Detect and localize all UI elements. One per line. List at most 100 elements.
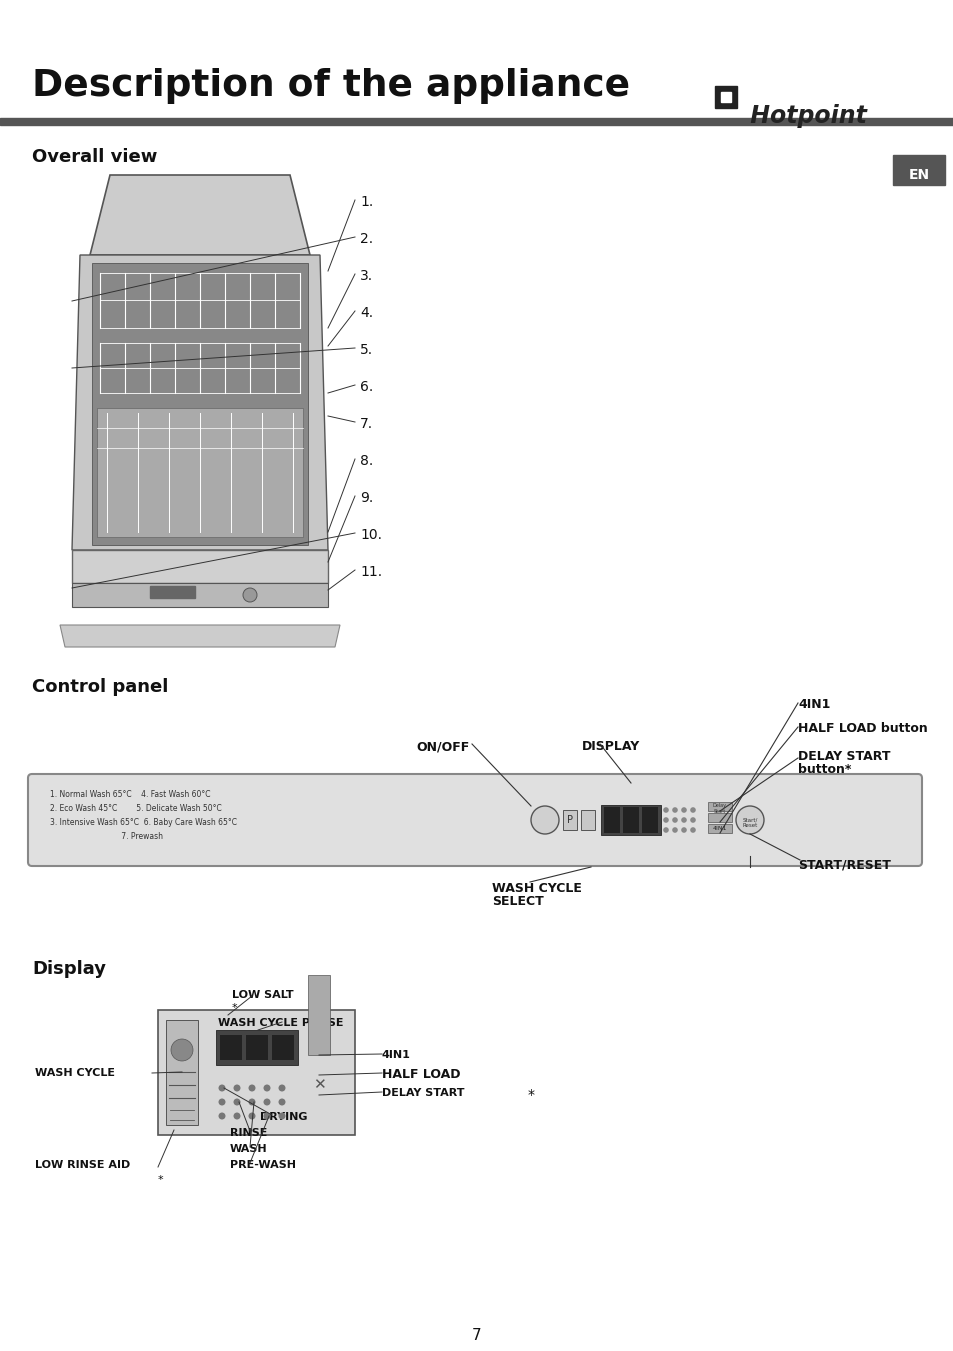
Text: DELAY START: DELAY START: [797, 750, 889, 763]
Polygon shape: [71, 255, 328, 550]
Bar: [714, 86, 737, 108]
Polygon shape: [91, 263, 308, 544]
Text: 3.: 3.: [359, 269, 373, 282]
Polygon shape: [71, 550, 328, 584]
Text: HALF LOAD: HALF LOAD: [381, 1069, 460, 1081]
Circle shape: [278, 1098, 285, 1105]
Bar: [215, 1029, 297, 1065]
Text: 4IN1: 4IN1: [381, 1050, 411, 1061]
Text: 10.: 10.: [359, 528, 381, 542]
Text: 1. Normal Wash 65°C    4. Fast Wash 60°C: 1. Normal Wash 65°C 4. Fast Wash 60°C: [50, 790, 211, 798]
Circle shape: [735, 807, 763, 834]
Bar: [603, 807, 619, 834]
Text: 8.: 8.: [359, 454, 373, 467]
Bar: [562, 811, 577, 830]
Text: 6.: 6.: [359, 380, 373, 394]
Bar: [220, 1035, 242, 1061]
Text: Description of the appliance: Description of the appliance: [32, 68, 630, 104]
Text: WASH CYCLE PHASE: WASH CYCLE PHASE: [218, 1019, 343, 1028]
Circle shape: [243, 588, 256, 603]
Circle shape: [263, 1085, 271, 1092]
Text: 2.: 2.: [359, 232, 373, 246]
Text: ON/OFF: ON/OFF: [416, 740, 470, 753]
Text: 9.: 9.: [359, 490, 373, 505]
Polygon shape: [97, 408, 303, 536]
Bar: [600, 805, 660, 835]
Text: Overall view: Overall view: [32, 149, 157, 166]
Text: Delay
Start: Delay Start: [712, 802, 726, 813]
Bar: [150, 586, 194, 598]
Text: RINSE: RINSE: [230, 1128, 267, 1138]
FancyBboxPatch shape: [28, 774, 921, 866]
Circle shape: [672, 827, 677, 832]
Circle shape: [672, 817, 677, 823]
Circle shape: [263, 1098, 271, 1105]
Text: *: *: [232, 1002, 237, 1013]
Text: WASH CYCLE: WASH CYCLE: [35, 1069, 115, 1078]
Text: Hotpoint: Hotpoint: [741, 104, 866, 128]
Text: 4IN1: 4IN1: [797, 698, 829, 711]
Polygon shape: [60, 626, 339, 647]
Text: 7. Prewash: 7. Prewash: [50, 832, 163, 842]
Bar: [641, 807, 658, 834]
Circle shape: [662, 827, 668, 832]
Text: 2. Eco Wash 45°C        5. Delicate Wash 50°C: 2. Eco Wash 45°C 5. Delicate Wash 50°C: [50, 804, 221, 813]
Text: P: P: [566, 815, 573, 825]
Text: HALF LOAD button: HALF LOAD button: [797, 721, 926, 735]
Text: Start/
Reset: Start/ Reset: [741, 817, 757, 828]
Polygon shape: [90, 176, 310, 255]
Bar: [158, 1011, 355, 1135]
Bar: [720, 92, 730, 101]
Circle shape: [218, 1112, 225, 1120]
Text: 7.: 7.: [359, 417, 373, 431]
Circle shape: [531, 807, 558, 834]
Text: Control panel: Control panel: [32, 678, 168, 696]
Text: 4IN1: 4IN1: [712, 825, 726, 831]
Circle shape: [662, 807, 668, 813]
Polygon shape: [71, 584, 328, 607]
Circle shape: [278, 1112, 285, 1120]
Circle shape: [662, 817, 668, 823]
Bar: [308, 975, 330, 1055]
Text: button*: button*: [797, 763, 850, 775]
Text: LOW SALT: LOW SALT: [232, 990, 294, 1000]
Circle shape: [672, 807, 677, 813]
Circle shape: [689, 807, 695, 813]
Bar: [246, 1035, 268, 1061]
Circle shape: [248, 1112, 255, 1120]
Circle shape: [680, 827, 686, 832]
Text: DISPLAY: DISPLAY: [581, 740, 639, 753]
Bar: [707, 813, 731, 821]
Text: SELECT: SELECT: [492, 894, 543, 908]
Circle shape: [218, 1098, 225, 1105]
Circle shape: [689, 827, 695, 832]
Bar: [166, 1020, 198, 1125]
Circle shape: [263, 1112, 271, 1120]
Circle shape: [680, 817, 686, 823]
Text: DRYING: DRYING: [260, 1112, 307, 1121]
Bar: [622, 807, 639, 834]
Circle shape: [171, 1039, 193, 1061]
Text: *: *: [158, 1175, 164, 1185]
Text: *: *: [527, 1088, 535, 1102]
Bar: [892, 155, 944, 185]
Circle shape: [218, 1085, 225, 1092]
Circle shape: [248, 1085, 255, 1092]
Text: WASH CYCLE: WASH CYCLE: [492, 882, 581, 894]
Bar: [707, 824, 731, 834]
Text: PRE-WASH: PRE-WASH: [230, 1161, 295, 1170]
Text: WASH: WASH: [230, 1144, 268, 1154]
Circle shape: [680, 807, 686, 813]
Bar: [0, 118, 953, 126]
Bar: [707, 802, 731, 811]
Text: 7: 7: [472, 1328, 481, 1343]
Text: 4.: 4.: [359, 305, 373, 320]
Circle shape: [233, 1098, 240, 1105]
Text: EN: EN: [907, 168, 928, 182]
Circle shape: [689, 817, 695, 823]
Text: 1.: 1.: [359, 195, 373, 209]
Text: DELAY START: DELAY START: [381, 1088, 464, 1098]
Circle shape: [233, 1085, 240, 1092]
Text: ✕: ✕: [313, 1078, 325, 1093]
Text: START/RESET: START/RESET: [797, 858, 890, 871]
